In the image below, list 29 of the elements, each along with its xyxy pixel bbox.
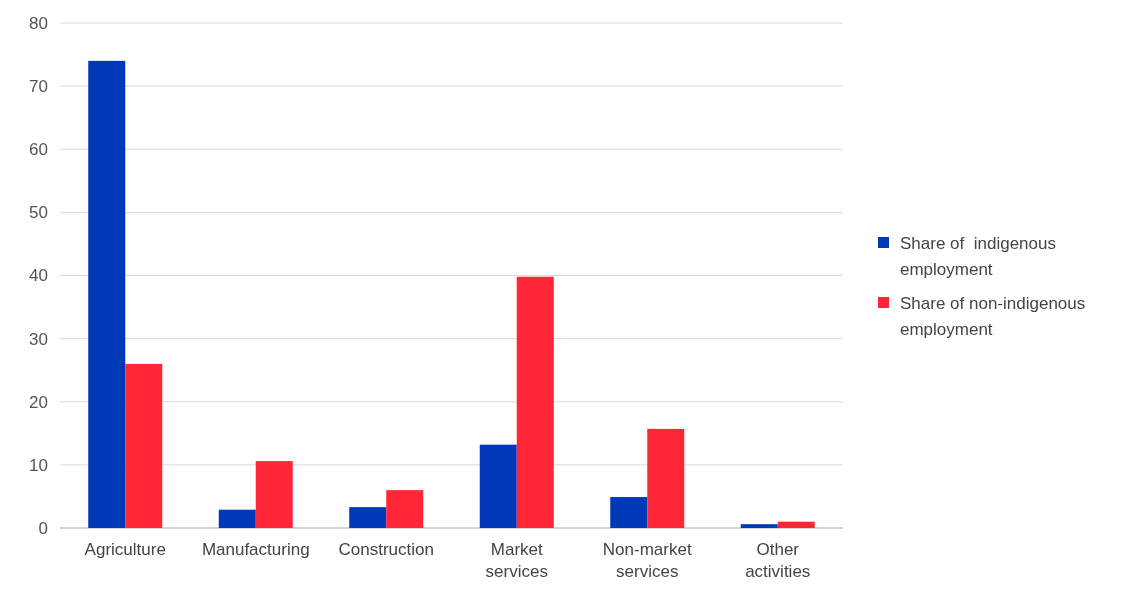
bar	[386, 490, 424, 528]
y-tick-label: 80	[29, 13, 48, 33]
legend-label: Share of non-indigenous employment	[900, 293, 1086, 339]
bar	[255, 461, 293, 528]
y-tick-label: 50	[29, 203, 48, 223]
y-tick-label: 30	[29, 329, 48, 349]
x-tick-label: Market services	[485, 540, 548, 581]
y-tick-label: 20	[29, 392, 48, 412]
y-tick-label: 70	[29, 77, 48, 97]
x-tick-label: Construction	[338, 540, 434, 559]
x-tick-label: Agriculture	[84, 540, 166, 559]
y-tick-label: 0	[38, 518, 48, 538]
bar	[740, 524, 778, 528]
bar	[479, 444, 517, 528]
bar	[218, 509, 256, 528]
legend-label: Share of indigenous employment	[900, 233, 1056, 279]
bar	[349, 507, 387, 528]
bar	[647, 428, 685, 528]
y-tick-label: 10	[29, 455, 48, 475]
y-tick-label: 40	[29, 266, 48, 286]
bar	[777, 521, 815, 528]
bar	[88, 60, 126, 528]
x-tick-label: Manufacturing	[201, 540, 310, 559]
bar	[125, 363, 163, 528]
y-tick-label: 60	[29, 140, 48, 160]
x-tick-label: Other activities	[745, 540, 811, 581]
bar	[516, 276, 554, 528]
x-tick-label: Non-market services	[602, 540, 692, 581]
bar	[610, 497, 648, 528]
